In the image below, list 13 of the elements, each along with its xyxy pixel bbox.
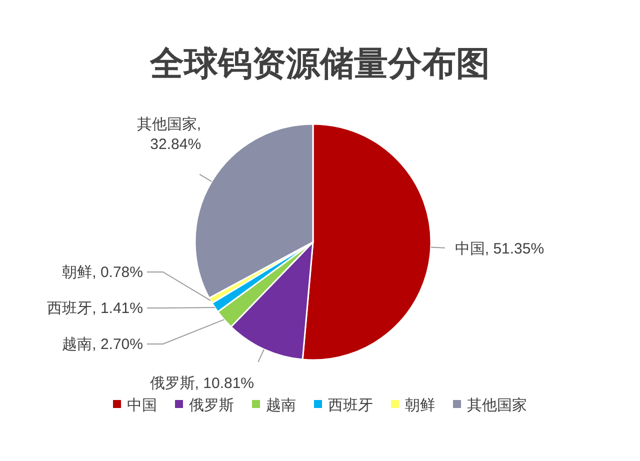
legend-label: 其他国家 (467, 397, 527, 414)
chart-title: 全球钨资源储量分布图 (149, 45, 490, 83)
data-label: 中国, 51.35% (454, 240, 544, 258)
legend-label: 中国 (127, 397, 157, 414)
legend-label: 俄罗斯 (189, 397, 234, 414)
legend-label: 朝鲜 (405, 397, 435, 414)
data-label: 西班牙, 1.41% (47, 300, 143, 317)
legend-label: 越南 (266, 397, 296, 414)
data-label: 越南, 2.70% (62, 336, 143, 353)
legend-label: 西班牙 (328, 397, 373, 414)
data-label: 俄罗斯, 10.81% (150, 375, 254, 392)
data-label: 其他国家, 32.84% (136, 116, 202, 154)
data-label: 朝鲜, 0.78% (62, 264, 143, 281)
